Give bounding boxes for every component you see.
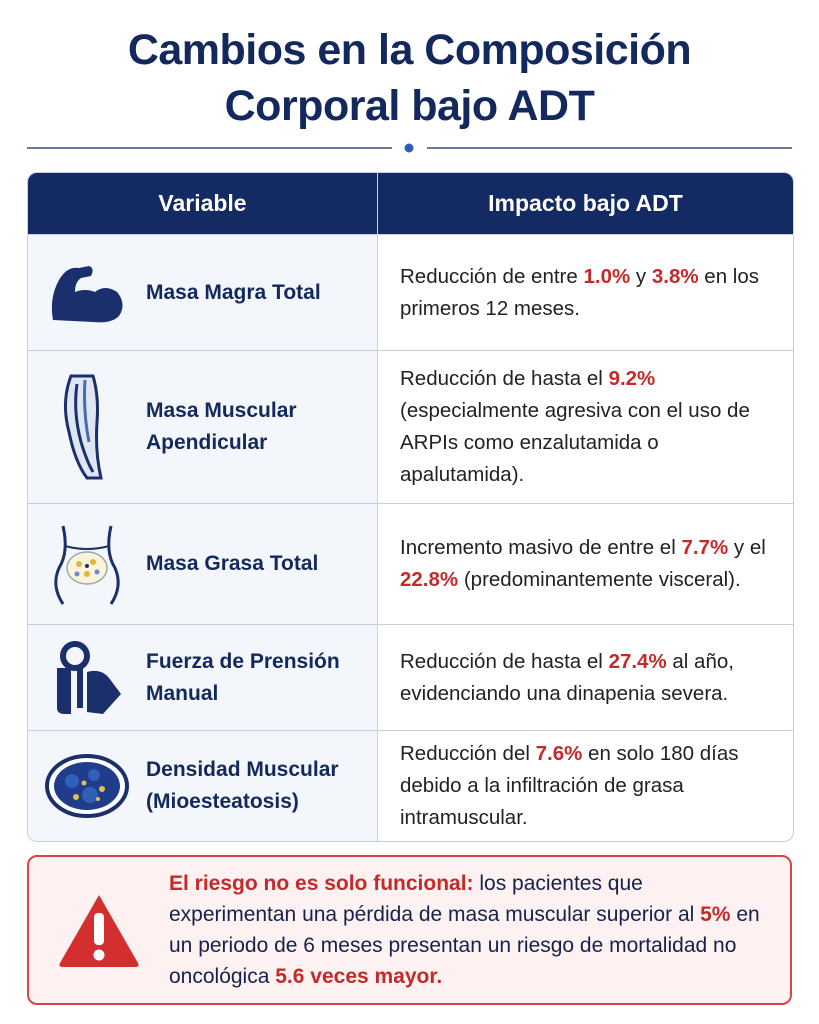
text-segment: al año, evidenciando una dinapenia sever… [400, 649, 734, 705]
highlight: 22.8% [400, 568, 459, 591]
text-segment: los pacientes que experimentan una pérdi… [169, 872, 701, 926]
text-segment: y el [728, 536, 766, 559]
variable-name: Masa Grasa Total [146, 552, 319, 575]
row-icon [28, 258, 146, 328]
table-row: Fuerza de Prensión Manual Reducción de ha… [28, 624, 793, 730]
title: Cambios en la Composición Corporal bajo A… [0, 22, 819, 134]
impact-cell: Reducción de entre 1.0% y 3.8% en los pr… [378, 235, 793, 350]
impact-cell: Reducción de hasta el 9.2% (especialment… [378, 351, 793, 503]
table-row: Masa Magra Total Reducción de entre 1.0% … [28, 234, 793, 350]
variable-name: Masa Muscular Apendicular [146, 399, 297, 454]
table: Variable Impacto bajo ADT Masa Magra Tot… [27, 172, 794, 842]
table-header: Variable Impacto bajo ADT [28, 173, 793, 234]
text-segment: en los primeros 12 meses. [400, 264, 760, 320]
text-segment: Reducción de entre [400, 264, 584, 288]
highlight: 1.0% [583, 264, 631, 288]
highlight: 9.2% [608, 367, 656, 390]
variable-cell: Masa Grasa Total [28, 504, 378, 624]
impact-text: Incremento masivo de entre el 7.7% y el … [400, 532, 771, 596]
highlight: El riesgo no es solo funcional: [169, 872, 474, 895]
text-segment: en solo 180 días debido a la infiltració… [400, 742, 739, 829]
title-line: Cambios en la Composición [127, 26, 692, 74]
table-row: Masa Grasa Total Incremento masivo de ent… [28, 503, 793, 624]
icon [64, 374, 103, 480]
row-icon [28, 638, 146, 718]
table-row: Densidad Muscular (Mioesteatosis) Reducci… [28, 730, 793, 841]
warning-icon [59, 895, 139, 967]
impact-cell: Reducción de hasta el 27.4% al año, evid… [378, 625, 793, 730]
icon [45, 754, 129, 818]
text-segment: en un periodo de 6 meses presentan un ri… [169, 903, 760, 988]
table-row: Masa Muscular Apendicular Reducción de ha… [28, 350, 793, 503]
icon [57, 640, 121, 714]
variable-cell: Masa Magra Total [28, 235, 378, 350]
highlight: 5.6 veces mayor. [275, 965, 443, 988]
variable-name: Masa Magra Total [146, 280, 321, 304]
variable-cell: Fuerza de Prensión Manual [28, 625, 378, 730]
column-header: Variable [28, 173, 378, 234]
row-icon [28, 522, 146, 606]
highlight: 27.4% [608, 649, 667, 673]
variable-name: Densidad Muscular (Mioesteatosis) [146, 758, 339, 813]
column-header: Impacto bajo ADT [488, 190, 683, 216]
icon [54, 525, 120, 605]
highlight: 3.8% [651, 264, 699, 288]
impact-cell: Incremento masivo de entre el 7.7% y el … [378, 504, 793, 624]
text-segment: (predominantemente visceral). [458, 568, 741, 591]
divider [27, 143, 792, 153]
warning-text: El riesgo no es solo funcional: los paci… [169, 868, 790, 992]
variable-name: Fuerza de Prensión Manual [146, 649, 340, 705]
row-icon [28, 751, 146, 821]
highlight: 5% [700, 903, 731, 926]
impact-text: Reducción del 7.6% en solo 180 días debi… [400, 738, 771, 834]
variable-cell: Masa Muscular Apendicular [28, 351, 378, 503]
title-line: Corporal bajo ADT [224, 82, 595, 130]
warning-box: El riesgo no es solo funcional: los paci… [27, 855, 792, 1005]
icon [51, 265, 123, 322]
text-segment: Incremento masivo de entre el [400, 536, 682, 559]
text-segment: Reducción de hasta el [400, 649, 609, 673]
text-segment: Reducción del [400, 742, 536, 765]
text-segment: Reducción de hasta el [400, 367, 609, 390]
highlight: 7.6% [535, 742, 583, 765]
variable-cell: Densidad Muscular (Mioesteatosis) [28, 731, 378, 841]
text-segment: (especialmente agresiva con el uso de AR… [400, 399, 750, 486]
row-icon [28, 372, 146, 482]
impact-text: Reducción de hasta el 9.2% (especialment… [400, 363, 771, 491]
impact-text: Reducción de entre 1.0% y 3.8% en los pr… [400, 261, 771, 325]
impact-text: Reducción de hasta el 27.4% al año, evid… [400, 646, 771, 710]
highlight: 7.7% [681, 536, 729, 559]
impact-cell: Reducción del 7.6% en solo 180 días debi… [378, 731, 793, 841]
text-segment: y [630, 264, 652, 288]
